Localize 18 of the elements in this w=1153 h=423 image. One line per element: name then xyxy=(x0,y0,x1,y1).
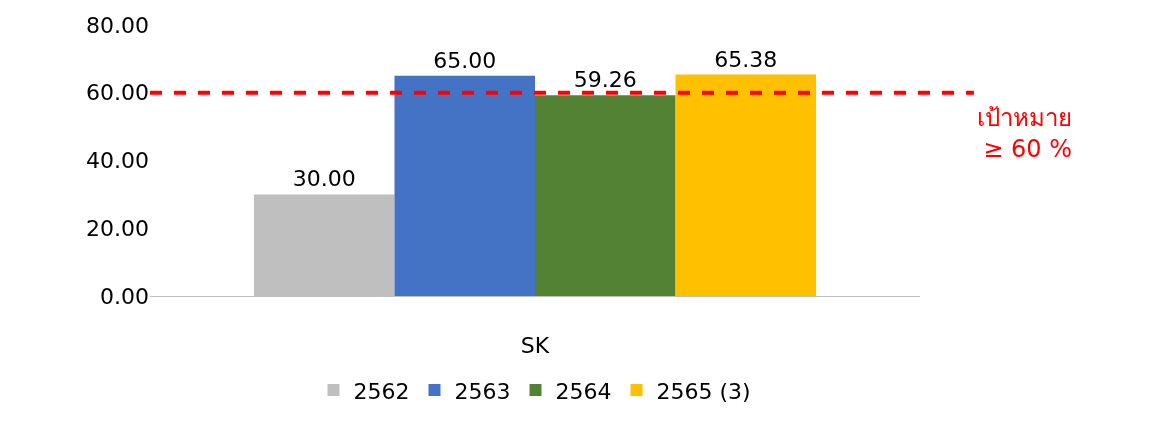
y-tick-label: 60.00 xyxy=(86,80,149,106)
y-tick-label: 0.00 xyxy=(100,283,149,309)
data-label: 65.38 xyxy=(714,46,778,72)
legend-label: 2565 (3) xyxy=(656,378,751,404)
data-label: 65.00 xyxy=(433,47,497,73)
legend-label: 2564 xyxy=(555,378,612,404)
bar xyxy=(535,95,676,296)
legend-label: 2562 xyxy=(353,378,410,404)
bar xyxy=(675,74,817,296)
data-label: 59.26 xyxy=(573,67,637,93)
bar xyxy=(394,75,535,296)
data-label: 30.00 xyxy=(292,166,356,192)
ref-line-label: เป้าหมาย ≥ 60 % xyxy=(977,104,1072,164)
y-tick-label: 20.00 xyxy=(86,215,149,241)
x-tick-label: SK xyxy=(520,333,550,359)
y-tick-label: 80.00 xyxy=(86,12,149,38)
y-tick-label: 40.00 xyxy=(86,148,149,174)
legend-label: 2563 xyxy=(454,378,511,404)
